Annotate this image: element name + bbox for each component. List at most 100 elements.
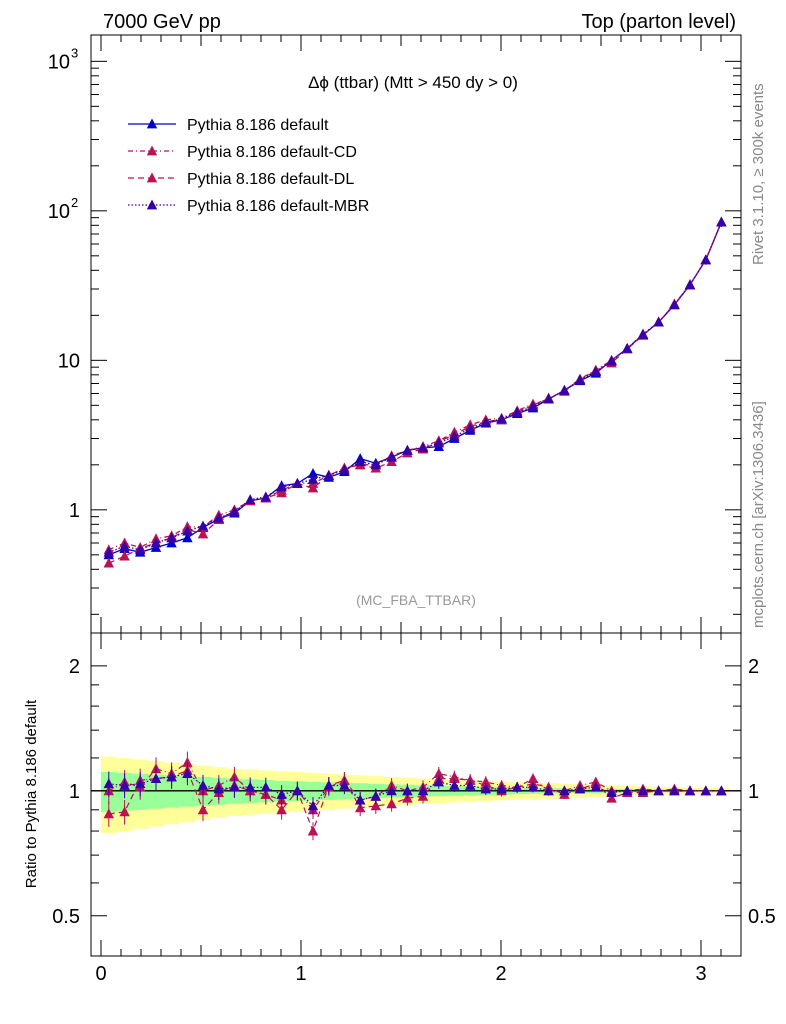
ratio-data-point [386, 798, 397, 809]
ratio-data-point [590, 781, 602, 792]
ratio-data-point [511, 781, 523, 792]
ratio-data-point [637, 785, 649, 796]
ratio-ticks: 2 2 1 1 0.5 0.5 0 1 2 3 [52, 633, 776, 985]
ratio-data-point [119, 779, 130, 790]
data-point [449, 430, 460, 441]
ratio-data-point [370, 800, 382, 811]
ratio-series-line [108, 772, 722, 807]
data-point [260, 491, 272, 502]
ratio-plot-marks [91, 751, 741, 841]
ratio-data-point [276, 804, 287, 815]
ratio-data-point [543, 785, 554, 796]
ratio-data-point [527, 773, 539, 784]
data-point [182, 532, 193, 543]
ratio-series-line [108, 769, 722, 833]
watermark: (MC_FBA_TTBAR) [356, 592, 476, 608]
ratio-y-tick-label: 2 [69, 656, 80, 678]
ratio-data-point [449, 779, 460, 790]
data-point [637, 328, 649, 339]
legend-label: Pythia 8.186 default-CD [187, 144, 357, 161]
data-point [292, 478, 303, 488]
ratio-frame [90, 632, 742, 957]
legend-marker [146, 118, 158, 129]
data-point [323, 469, 335, 480]
data-point [339, 464, 350, 475]
data-point [229, 506, 240, 517]
x-tick-label: 3 [695, 963, 706, 985]
ratio-data-point [354, 794, 366, 805]
data-point [480, 416, 492, 427]
data-point [307, 473, 319, 484]
ratio-data-point [433, 776, 445, 787]
y-tick-label: 10 [58, 350, 80, 372]
data-point [244, 494, 256, 505]
data-point [417, 442, 429, 453]
ratio-panel: 2 2 1 1 0.5 0.5 0 1 2 3 Ratio to Pythia 8.186 def… [23, 632, 776, 985]
ratio-data-point [276, 788, 287, 799]
ratio-data-point [166, 771, 177, 782]
data-point [464, 422, 476, 433]
data-point [496, 413, 507, 424]
ratio-data-point [669, 785, 680, 796]
data-point [700, 254, 712, 265]
data-point [402, 444, 413, 455]
data-point [669, 299, 680, 309]
ratio-data-point [197, 804, 209, 815]
ratio-data-point [464, 779, 476, 790]
main-plot-marks [103, 216, 727, 568]
ratio-data-point [260, 781, 272, 792]
ratio-data-point [197, 779, 209, 790]
ratio-data-point [103, 808, 115, 819]
ratio-data-point [370, 790, 382, 801]
ratio-data-point [244, 781, 256, 792]
ratio-data-point [307, 800, 319, 811]
data-point [653, 316, 664, 327]
data-point [119, 550, 130, 561]
ratio-y-tick-label-right: 0.5 [748, 906, 776, 928]
ratio-data-point [103, 778, 115, 789]
ratio-series-line [108, 761, 722, 811]
ratio-data-point [653, 785, 664, 796]
data-point [307, 467, 319, 478]
data-point [543, 393, 554, 404]
series-line [108, 221, 723, 564]
main-title: Δϕ (ttbar) (Mtt > 450 dy > 0) [308, 73, 518, 92]
ratio-data-point [292, 785, 303, 796]
uncertainty-band-inner [100, 772, 730, 812]
ratio-y-tick-label: 1 [69, 781, 80, 803]
series-line [108, 221, 723, 553]
data-point [590, 366, 602, 377]
data-point [527, 401, 539, 412]
legend-marker [146, 145, 158, 156]
ratio-data-point [606, 792, 617, 803]
data-point [213, 512, 225, 523]
data-point [621, 342, 633, 353]
data-point [103, 546, 115, 557]
ratio-y-tick-label-right: 2 [748, 656, 759, 678]
data-point [166, 537, 177, 548]
ratio-data-point [621, 785, 633, 796]
series-line [108, 221, 723, 556]
data-point [574, 374, 586, 385]
data-point [276, 481, 287, 492]
ratio-data-point [559, 785, 570, 796]
ratio-data-point [716, 785, 727, 796]
data-point [119, 540, 130, 551]
ratio-data-point [480, 783, 492, 794]
data-point [606, 355, 617, 366]
data-point [150, 537, 162, 548]
ratio-data-point [527, 781, 539, 792]
data-point [103, 557, 115, 568]
data-point [370, 459, 382, 470]
rivet-label: Rivet 3.1.10, ≥ 300k events [750, 83, 767, 265]
ratio-data-point [606, 787, 617, 798]
ratio-y-tick-label-right: 1 [748, 781, 759, 803]
ratio-data-point [307, 825, 319, 836]
source-label: mcplots.cern.ch [arXiv:1306.3436] [750, 401, 767, 628]
data-point [276, 487, 287, 498]
data-point [716, 216, 727, 227]
ratio-data-point [700, 785, 712, 796]
